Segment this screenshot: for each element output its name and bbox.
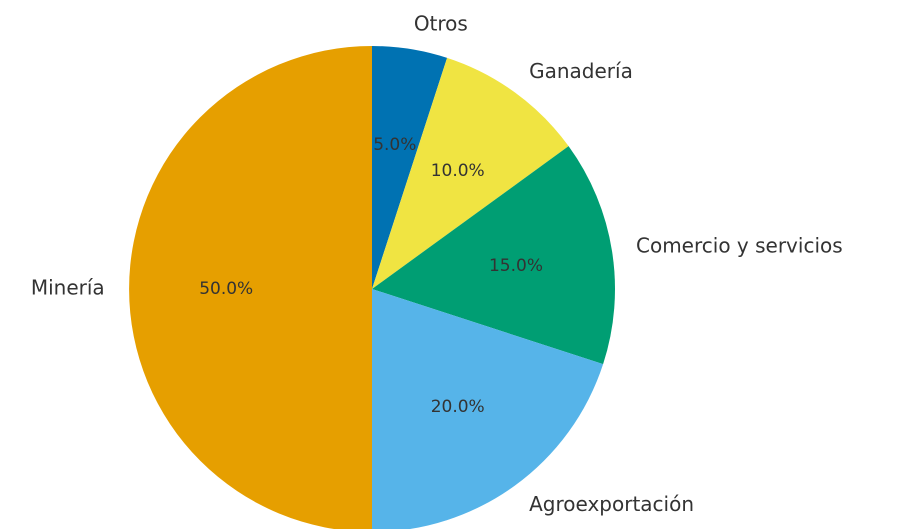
slice-label: Comercio y servicios [636,234,843,258]
slice-percent: 10.0% [431,161,485,181]
slice-percent: 15.0% [489,256,543,276]
slice-label: Minería [31,276,105,300]
slice-label: Otros [414,11,468,35]
slice-percent: 50.0% [199,279,253,299]
pie-slice [372,289,604,529]
slice-label: Agroexportación [529,492,694,516]
pie-slice [129,46,372,529]
slice-label: Ganadería [529,59,633,83]
pie-slice [372,146,615,365]
slice-percent: 20.0% [431,397,485,417]
pie-slice [372,46,448,289]
pie-slice [372,57,569,289]
slice-percent: 5.0% [373,135,416,155]
